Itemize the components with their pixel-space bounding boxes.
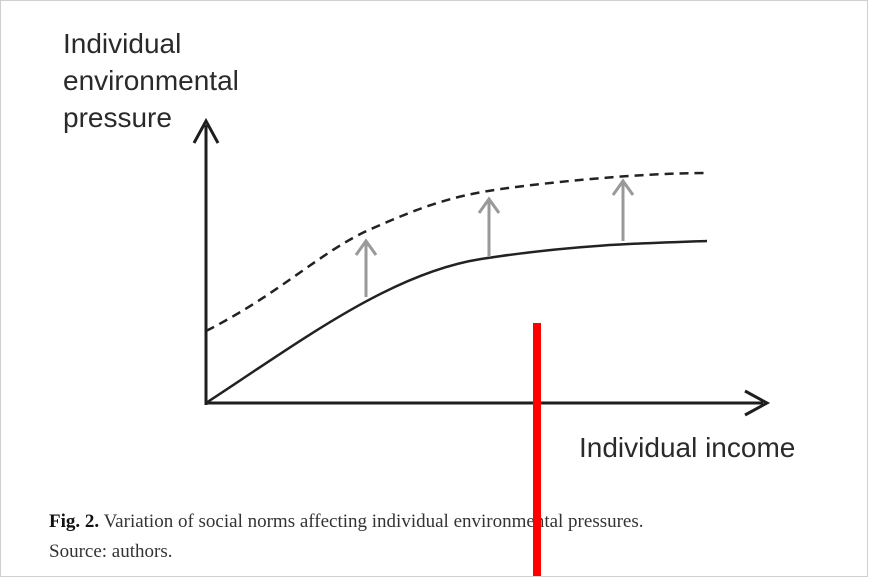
caption-text: Variation of social norms affecting indi… [103, 511, 644, 532]
shift-arrow-head [477, 196, 501, 214]
y-arrow [192, 117, 220, 144]
x-axis-label: Individual income [579, 432, 795, 463]
y-axis-label: pressure [63, 102, 172, 133]
shift-arrow-head [611, 178, 635, 196]
norm-curve [205, 171, 708, 333]
caption-label: Fig. 2. [49, 511, 100, 532]
x-arrow [744, 389, 771, 417]
caption-line: Fig. 2. Variation of social norms affect… [49, 507, 644, 537]
base-curve [205, 239, 708, 405]
caption-source: Source: authors. [49, 541, 173, 562]
shift-arrow-head [354, 238, 378, 256]
axes [192, 117, 771, 417]
y-axis-label: environmental [63, 65, 239, 96]
caption: Fig. 2. Variation of social norms affect… [49, 507, 644, 567]
y-axis-label: Individual [63, 28, 181, 59]
shift-arrows [354, 178, 635, 297]
